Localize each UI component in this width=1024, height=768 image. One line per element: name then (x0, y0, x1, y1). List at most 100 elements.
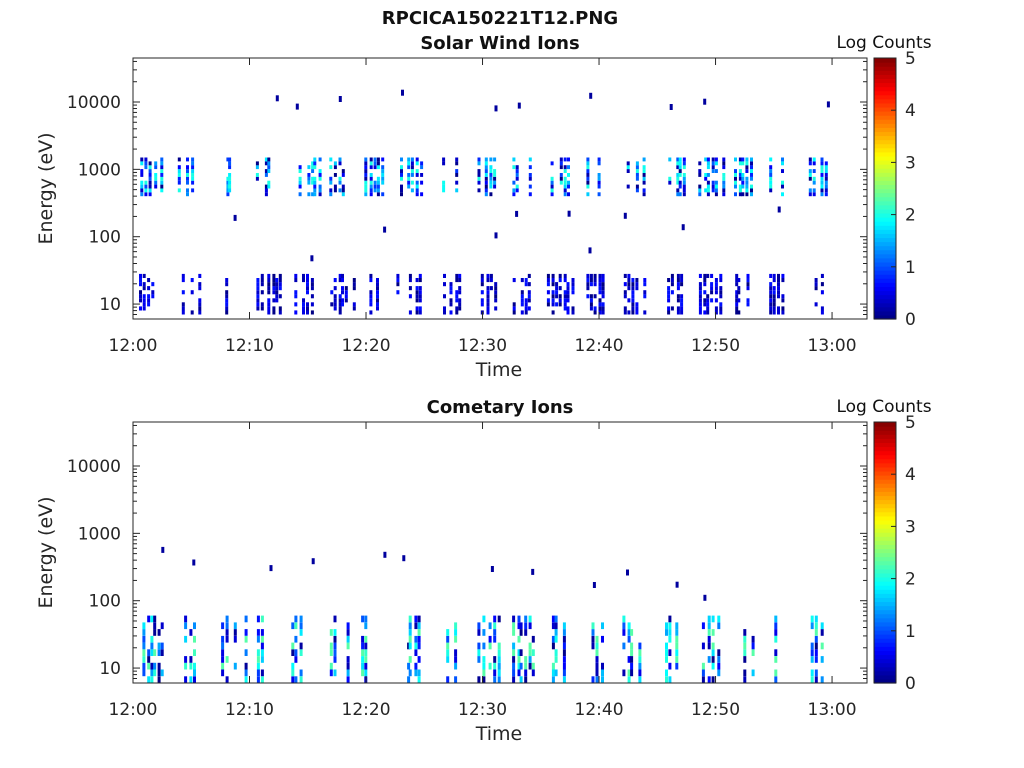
heatmap-cell (454, 676, 458, 683)
colorbar-segment (874, 601, 896, 607)
heatmap-cell (144, 188, 148, 193)
heatmap-cell (719, 306, 723, 311)
heatmap-cell (643, 294, 647, 299)
heatmap-cell (376, 302, 379, 307)
heatmap-cell (714, 184, 718, 189)
heatmap-cell (417, 622, 421, 630)
heatmap-cell (190, 278, 194, 283)
heatmap-cell (383, 226, 387, 233)
heatmap-cell (676, 157, 680, 162)
heatmap-cell (364, 192, 368, 197)
heatmap-cell (631, 278, 635, 283)
heatmap-cell (551, 615, 555, 623)
heatmap-cell (140, 161, 144, 166)
heatmap-cell (520, 302, 524, 307)
heatmap-cell (703, 98, 707, 105)
heatmap-cell (597, 180, 601, 185)
heatmap-cell (330, 302, 334, 307)
heatmap-cell (455, 278, 459, 283)
heatmap-cell (598, 278, 602, 283)
heatmap-cell (571, 282, 575, 287)
heatmap-cell (515, 173, 519, 177)
heatmap-cell (482, 615, 486, 623)
heatmap-cell (820, 184, 824, 189)
colorbar-label: Log Counts (836, 33, 931, 53)
heatmap-cell (558, 302, 562, 307)
heatmap-cell (376, 298, 379, 303)
heatmap-cell (627, 310, 631, 315)
heatmap-cell (777, 206, 781, 213)
heatmap-cell (682, 161, 686, 166)
heatmap-cell (717, 656, 721, 663)
heatmap-cell (781, 184, 784, 189)
heatmap-cell (272, 286, 276, 291)
heatmap-cell (706, 188, 710, 193)
heatmap-cell (329, 642, 333, 650)
heatmap-cell (717, 649, 721, 656)
heatmap-cell (769, 273, 773, 278)
heatmap-cell (627, 282, 631, 287)
heatmap-cell (820, 622, 824, 630)
heatmap-cell (228, 180, 232, 185)
heatmap-cell (698, 273, 702, 278)
heatmap-cell (598, 282, 602, 287)
heatmap-cell (338, 298, 342, 303)
heatmap-cell (341, 298, 344, 303)
heatmap-cell (381, 180, 385, 185)
colorbar-segment (874, 62, 896, 67)
heatmap-cell (294, 615, 298, 623)
heatmap-cell (735, 302, 739, 307)
heatmap-cell (567, 210, 571, 217)
heatmap-cell (493, 635, 497, 643)
heatmap-cell (414, 649, 418, 656)
colorbar-segment (874, 82, 896, 88)
heatmap-cell (562, 629, 566, 636)
heatmap-cell (558, 278, 562, 283)
heatmap-cell (455, 290, 459, 295)
heatmap-cell (400, 188, 403, 193)
heatmap-cell (769, 176, 773, 181)
heatmap-cell (446, 629, 450, 636)
heatmap-cell (414, 622, 418, 630)
heatmap-cell (407, 176, 411, 181)
heatmap-cell (260, 656, 264, 663)
colorbar-segment (874, 642, 896, 647)
colorbar-segment (874, 151, 896, 157)
heatmap-cell (489, 286, 493, 291)
heatmap-cell (364, 662, 368, 670)
heatmap-cell (630, 642, 634, 650)
heatmap-cell (318, 184, 322, 189)
heatmap-cell (302, 298, 305, 303)
heatmap-cell (512, 656, 516, 663)
heatmap-cell (142, 622, 146, 630)
heatmap-cell (446, 676, 450, 683)
colorbar-segment (874, 70, 896, 75)
heatmap-cell (364, 622, 368, 630)
heatmap-cell (820, 656, 824, 663)
heatmap-cell (566, 282, 570, 287)
heatmap-cell (571, 306, 575, 311)
heatmap-cell (668, 649, 672, 656)
heatmap-cell (680, 273, 684, 278)
heatmap-cell (484, 173, 488, 177)
heatmap-cell (826, 101, 830, 108)
heatmap-cell (148, 192, 152, 197)
heatmap-cell (376, 165, 380, 170)
heatmap-cell (226, 180, 230, 185)
panel-solar-wind: 12:00 12:10 12:20 12:30 12:40 12:50 13:0010100… (35, 33, 932, 381)
heatmap-cell (313, 176, 317, 181)
colorbar-segment (874, 646, 896, 651)
heatmap-cell (369, 294, 373, 299)
heatmap-cell (512, 629, 516, 636)
heatmap-cell (307, 192, 311, 197)
heatmap-cell (184, 622, 188, 630)
heatmap-cell (311, 180, 315, 185)
heatmap-cell (225, 615, 229, 623)
heatmap-cell (299, 622, 303, 630)
heatmap-cell (352, 306, 356, 311)
heatmap-cell (267, 273, 271, 278)
heatmap-cell (563, 298, 567, 303)
colorbar-segment (874, 302, 896, 308)
heatmap-cell (408, 622, 412, 630)
heatmap-cell (267, 298, 271, 303)
